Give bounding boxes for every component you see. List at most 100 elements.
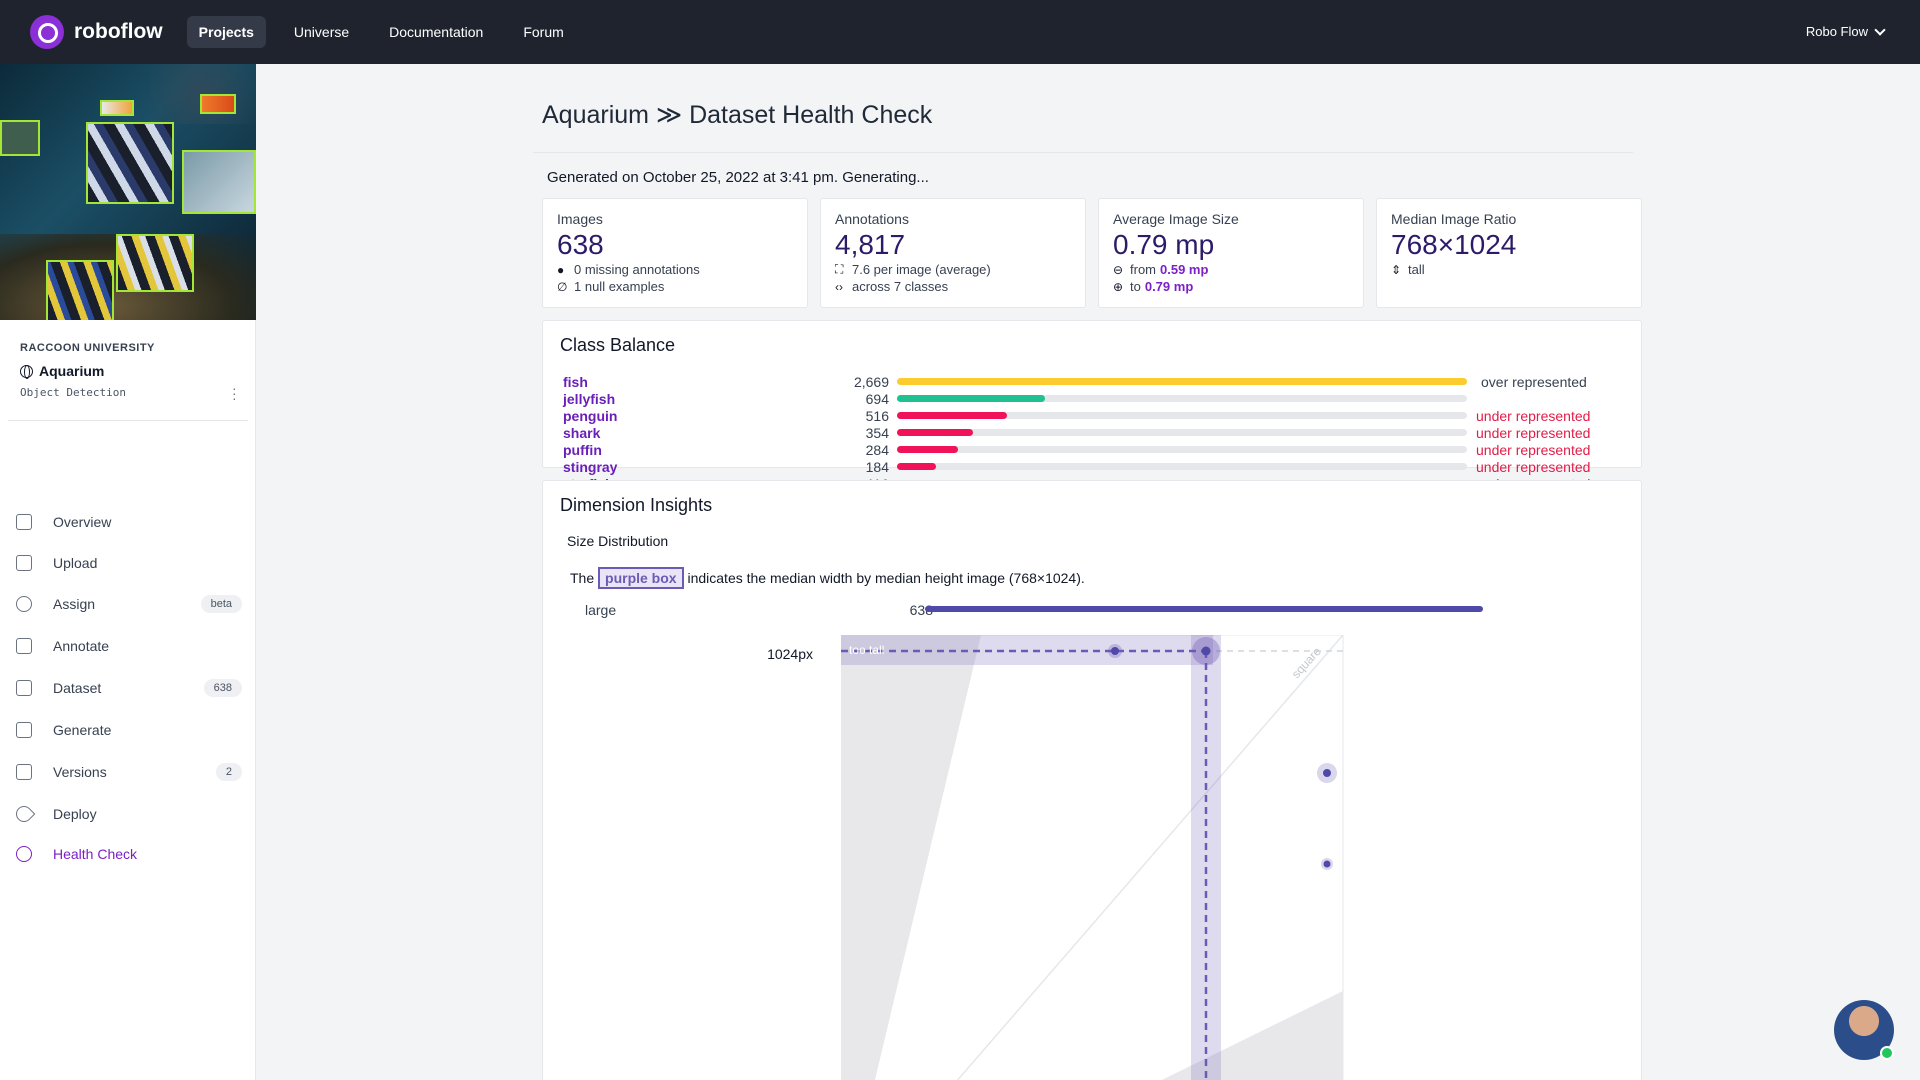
square-diagonal (956, 635, 1344, 1080)
project-name[interactable]: Aquarium (20, 363, 104, 379)
project-thumbnail (0, 64, 256, 320)
breadcrumb-separator-icon: ≫ (655, 101, 683, 129)
data-point[interactable] (1323, 769, 1331, 777)
sidebar-item-generate[interactable]: Generate (16, 715, 242, 745)
class-bar-track (897, 446, 1467, 453)
user-menu[interactable]: Robo Flow (1805, 23, 1886, 39)
brand-name: roboflow (74, 20, 163, 43)
class-name[interactable]: puffin (563, 441, 602, 458)
class-name[interactable]: jellyfish (563, 390, 616, 407)
class-bar-track (897, 412, 1467, 419)
kebab-menu-icon[interactable]: · · · (232, 380, 237, 406)
sidebar-item-overview[interactable]: Overview (16, 507, 242, 537)
class-bar (897, 446, 958, 453)
breadcrumb-page: Dataset Health Check (689, 101, 933, 129)
median-ratio-stat-card: Median Image Ratio 768×1024 ⇕ tall (1376, 198, 1642, 308)
tall-arrows-icon: ⇕ (1391, 262, 1402, 277)
sidebar-item-label: Annotate (53, 638, 110, 654)
sidebar-item-versions[interactable]: Versions 2 (16, 757, 242, 787)
class-balance-card: Class Balance fish 2,669 over represented j… (542, 320, 1642, 492)
globe-icon (20, 364, 33, 379)
chevron-down-icon (1874, 23, 1886, 36)
overview-icon (16, 514, 32, 530)
sidebar-item-deploy[interactable]: Deploy (12, 799, 242, 829)
rocket-icon (12, 802, 36, 826)
images-stat-card: Images 638 ● 0 missing annotations ∅ 1 n… (542, 198, 808, 308)
dimension-plot: too tall square (841, 635, 1344, 1080)
top-navbar: roboflow Projects Universe Documentation… (0, 0, 1920, 64)
purple-box-legend: purple box (598, 567, 684, 589)
generate-icon (16, 722, 32, 738)
sidebar-item-upload[interactable]: Upload (16, 548, 242, 578)
class-row-fish: fish 2,669 over represented (563, 373, 1627, 390)
class-bar (897, 395, 1046, 402)
class-row-jellyfish: jellyfish 694 (563, 390, 1627, 407)
stat-label: Median Image Ratio (1391, 211, 1517, 227)
data-point[interactable] (1111, 647, 1119, 655)
sidebar-item-label: Deploy (53, 806, 97, 822)
bounding-box-icon: ⛶ (835, 262, 844, 276)
class-bar-track (897, 395, 1467, 402)
class-bar (897, 463, 937, 470)
dimension-insights-title: Dimension Insights (560, 495, 713, 515)
sidebar-item-health-check[interactable]: Health Check (16, 839, 242, 869)
search-icon (16, 596, 32, 612)
size-min-prefix: from (1130, 262, 1156, 277)
versions-count-badge: 2 (215, 763, 242, 781)
organization-name: RACCOON UNIVERSITY (20, 342, 155, 354)
nav-projects[interactable]: Projects (186, 16, 266, 48)
dataset-icon (16, 680, 32, 696)
sidebar-item-dataset[interactable]: Dataset 638 (16, 673, 242, 703)
nav-documentation[interactable]: Documentation (389, 24, 484, 40)
generated-status: Generated on October 25, 2022 at 3:41 pm… (547, 169, 929, 186)
sidebar-item-annotate[interactable]: Annotate (16, 631, 242, 661)
beta-badge: beta (200, 595, 242, 613)
desc-suffix: indicates the median width by median hei… (687, 570, 1085, 586)
average-size-stat-card: Average Image Size 0.79 mp ⊖ from 0.59 m… (1098, 198, 1364, 308)
class-status: under represented (1476, 441, 1591, 458)
class-bar (897, 378, 1467, 385)
alert-circle-icon: ● (557, 262, 565, 277)
size-large-count: 638 (909, 602, 933, 618)
class-bar (897, 429, 973, 436)
stat-value: 768×1024 (1391, 229, 1517, 260)
class-count: 2,669 (853, 373, 889, 390)
median-description: The purple box indicates the median widt… (570, 567, 1085, 589)
sidebar-item-label: Assign (53, 596, 96, 612)
class-bar-track (897, 463, 1467, 470)
sidebar: RACCOON UNIVERSITY Aquarium Object Detec… (0, 64, 256, 1080)
class-name[interactable]: stingray (563, 458, 618, 475)
class-count: 284 (865, 441, 889, 458)
ratio-orientation: ⇕ tall (1391, 262, 1425, 277)
class-name[interactable]: shark (563, 424, 601, 441)
annotate-icon (16, 638, 32, 654)
data-point[interactable] (1323, 860, 1331, 868)
roboflow-logo[interactable]: roboflow (30, 15, 163, 49)
size-max-value: 0.79 mp (1144, 279, 1194, 294)
class-count: 516 (865, 407, 889, 424)
sidebar-item-label: Generate (53, 722, 112, 738)
stat-value: 0.79 mp (1113, 229, 1215, 260)
annotations-per-image: ⛶ 7.6 per image (average) (835, 262, 991, 277)
class-name[interactable]: penguin (563, 407, 618, 424)
class-count-text: across 7 classes (852, 279, 949, 294)
nav-forum[interactable]: Forum (523, 24, 564, 40)
class-name[interactable]: fish (563, 373, 588, 390)
project-type: Object Detection (20, 386, 126, 399)
dataset-count-badge: 638 (203, 679, 242, 697)
main-content: Aquarium ≫ Dataset Health Check Generate… (256, 64, 1920, 1080)
size-max: ⊕ to 0.79 mp (1113, 279, 1193, 294)
nav-universe[interactable]: Universe (293, 24, 350, 40)
breadcrumb-project[interactable]: Aquarium (542, 101, 649, 129)
support-chat-avatar[interactable] (1834, 1000, 1894, 1060)
user-name: Robo Flow (1805, 24, 1868, 39)
missing-annotations-text: 0 missing annotations (574, 262, 700, 277)
class-status: over represented (1481, 373, 1587, 390)
code-icon: ‹› (835, 279, 843, 294)
class-bar-track (897, 378, 1467, 385)
dimension-insights-card: Dimension Insights Size Distribution The… (542, 480, 1642, 1080)
upload-icon (16, 555, 32, 571)
median-point[interactable] (1201, 646, 1211, 656)
sidebar-item-assign[interactable]: Assign beta (16, 589, 242, 619)
size-large-bar (925, 606, 1483, 612)
